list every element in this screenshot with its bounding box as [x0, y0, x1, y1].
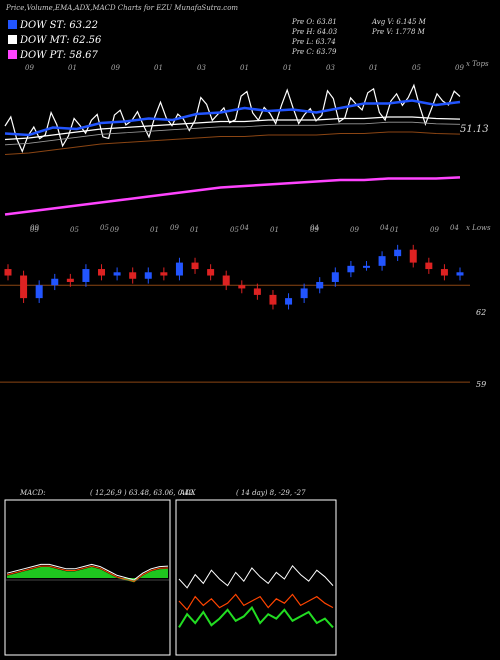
candle-body [331, 272, 339, 282]
candle-body [456, 272, 464, 276]
candle-body [378, 256, 386, 266]
legend-st-swatch [8, 20, 17, 29]
macd-signal-line [6, 565, 169, 583]
macd-line [6, 563, 169, 581]
bottom-tick-label: 01 [190, 226, 199, 234]
bottom-tick-label: 01 [150, 226, 159, 234]
candle-body [66, 278, 74, 282]
candle-body [98, 269, 106, 276]
candle-body [191, 262, 199, 270]
candle-body [425, 262, 433, 270]
candle-body [362, 265, 370, 268]
candle-body [160, 272, 168, 276]
macd-params: ( 12,26,9 ) 63.48, 63.06, 0.42 [90, 489, 194, 497]
top-tick-label: 03 [197, 64, 206, 72]
candle-body [222, 275, 230, 286]
top-tick-label: 03 [326, 64, 335, 72]
top-tick-label: 01 [283, 64, 292, 72]
ohlc-open: Pre O: 63.81 [292, 18, 337, 26]
level-label-62: 62 [476, 308, 487, 317]
candle-body [113, 272, 121, 276]
top-tick-label: 05 [412, 64, 421, 72]
candle-body [175, 262, 183, 276]
adx-frame [175, 499, 337, 656]
bottom-tick-label: 09 [30, 226, 39, 234]
legend-pt-swatch [8, 50, 17, 59]
legend-pt-label: DOW PT: 58.67 [20, 50, 98, 61]
candle-tick-label: 09 [170, 224, 179, 232]
top-tick-label: 01 [68, 64, 77, 72]
candle-body [144, 272, 152, 279]
candle-body [440, 269, 448, 276]
ema-series-3 [4, 176, 461, 216]
top-tick-label: 01 [154, 64, 163, 72]
candle-tick-label: 09 [30, 224, 39, 232]
macd-title: MACD: [20, 489, 46, 497]
adx-params: ( 14 day) 8, -29, -27 [236, 489, 306, 497]
ohlc-low: Pre L: 63.74 [292, 38, 336, 46]
candle-tick-label: 04 [240, 224, 249, 232]
candle-body [253, 288, 261, 295]
candle-body [409, 249, 417, 263]
bottom-tick-label: 01 [390, 226, 399, 234]
lows-label: x Lows [466, 224, 491, 232]
candle-body [35, 285, 43, 299]
legend-pt: DOW PT: 58.67 [8, 50, 98, 61]
bottom-tick-label: 05 [230, 226, 239, 234]
candle-panel: 09 05 09 04 04 04 04 [0, 224, 470, 383]
ema-line-grey [4, 121, 461, 146]
candle-tick-label: 04 [310, 224, 319, 232]
ema-series-2 [4, 116, 461, 141]
top-tick-label: 09 [25, 64, 34, 72]
candle-body [4, 269, 12, 276]
page-title: Price,Volume,EMA,ADX,MACD Charts for EZU… [6, 4, 239, 12]
legend-mt-label: DOW MT: 62.56 [20, 35, 102, 46]
bottom-tick-label: 05 [70, 226, 79, 234]
tops-label: x Tops [466, 60, 489, 68]
legend-mt: DOW MT: 62.56 [8, 35, 101, 46]
last-value-label: 51.13 [460, 124, 489, 135]
top-tick-label: 01 [369, 64, 378, 72]
bottom-tick-label: 09 [310, 226, 319, 234]
avg-volume: Avg V: 6.145 M [372, 18, 426, 26]
ema-series-1 [4, 99, 461, 137]
bottom-tick-label: 09 [350, 226, 359, 234]
candle-body [300, 288, 308, 299]
level-label-59: 59 [476, 380, 487, 389]
adx-minus-di-line [178, 593, 334, 611]
adx-plus-di-line [178, 605, 334, 629]
bottom-tick-label: 09 [430, 226, 439, 234]
bottom-tick-label: 01 [270, 226, 279, 234]
candle-tick-label: 04 [450, 224, 459, 232]
candle-body [238, 285, 246, 289]
bottom-tick-label: 09 [110, 226, 119, 234]
legend-mt-swatch [8, 35, 17, 44]
prev-volume: Pre V: 1.778 M [372, 28, 425, 36]
top-tick-label: 09 [455, 64, 464, 72]
candle-tick-label: 05 [100, 224, 109, 232]
candle-body [269, 294, 277, 305]
candle-body [347, 265, 355, 273]
candle-body [129, 272, 137, 279]
legend-st-label: DOW ST: 63.22 [20, 20, 99, 31]
candle-body [207, 269, 215, 276]
top-tick-label: 09 [111, 64, 120, 72]
candle-body [51, 278, 59, 286]
ohlc-close: Pre C: 63.79 [292, 48, 337, 56]
candle-body [316, 281, 324, 289]
ohlc-high: Pre H: 64.03 [292, 28, 338, 36]
candle-body [20, 275, 28, 299]
candle-body [82, 269, 90, 282]
candle-body [285, 298, 293, 305]
candle-tick-label: 04 [380, 224, 389, 232]
ema-line-brown [4, 131, 461, 155]
adx-line [178, 564, 334, 589]
candle-body [394, 249, 402, 257]
legend-st: DOW ST: 63.22 [8, 20, 98, 31]
top-tick-label: 01 [240, 64, 249, 72]
adx-title: ADX [180, 489, 196, 497]
